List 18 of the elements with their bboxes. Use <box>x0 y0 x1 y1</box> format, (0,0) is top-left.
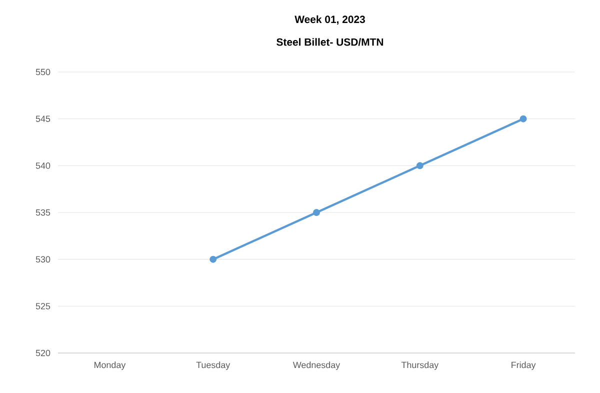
point <box>313 209 320 216</box>
x-tick-label: Monday <box>94 362 126 370</box>
chart-title: Week 01, 2023 <box>294 15 365 25</box>
y-tick-label: 520 <box>36 350 50 356</box>
y-tick-label: 550 <box>36 68 50 76</box>
y-tick-label: 545 <box>36 116 50 122</box>
y-tick-label: 535 <box>36 209 50 216</box>
chart-subtitle: Steel Billet- USD/MTN <box>276 38 384 46</box>
point <box>520 115 527 122</box>
point <box>416 162 424 170</box>
y-tick-label: 530 <box>36 256 50 263</box>
y-tick-label: 540 <box>36 162 50 169</box>
x-tick-label: Tuesday <box>196 362 230 370</box>
x-tick-label: Thursday <box>401 362 439 370</box>
y-tick-label: 525 <box>36 302 50 310</box>
x-tick-label: Friday <box>512 362 536 370</box>
x-tick-label: Wednesday <box>292 362 340 370</box>
point <box>210 256 217 263</box>
